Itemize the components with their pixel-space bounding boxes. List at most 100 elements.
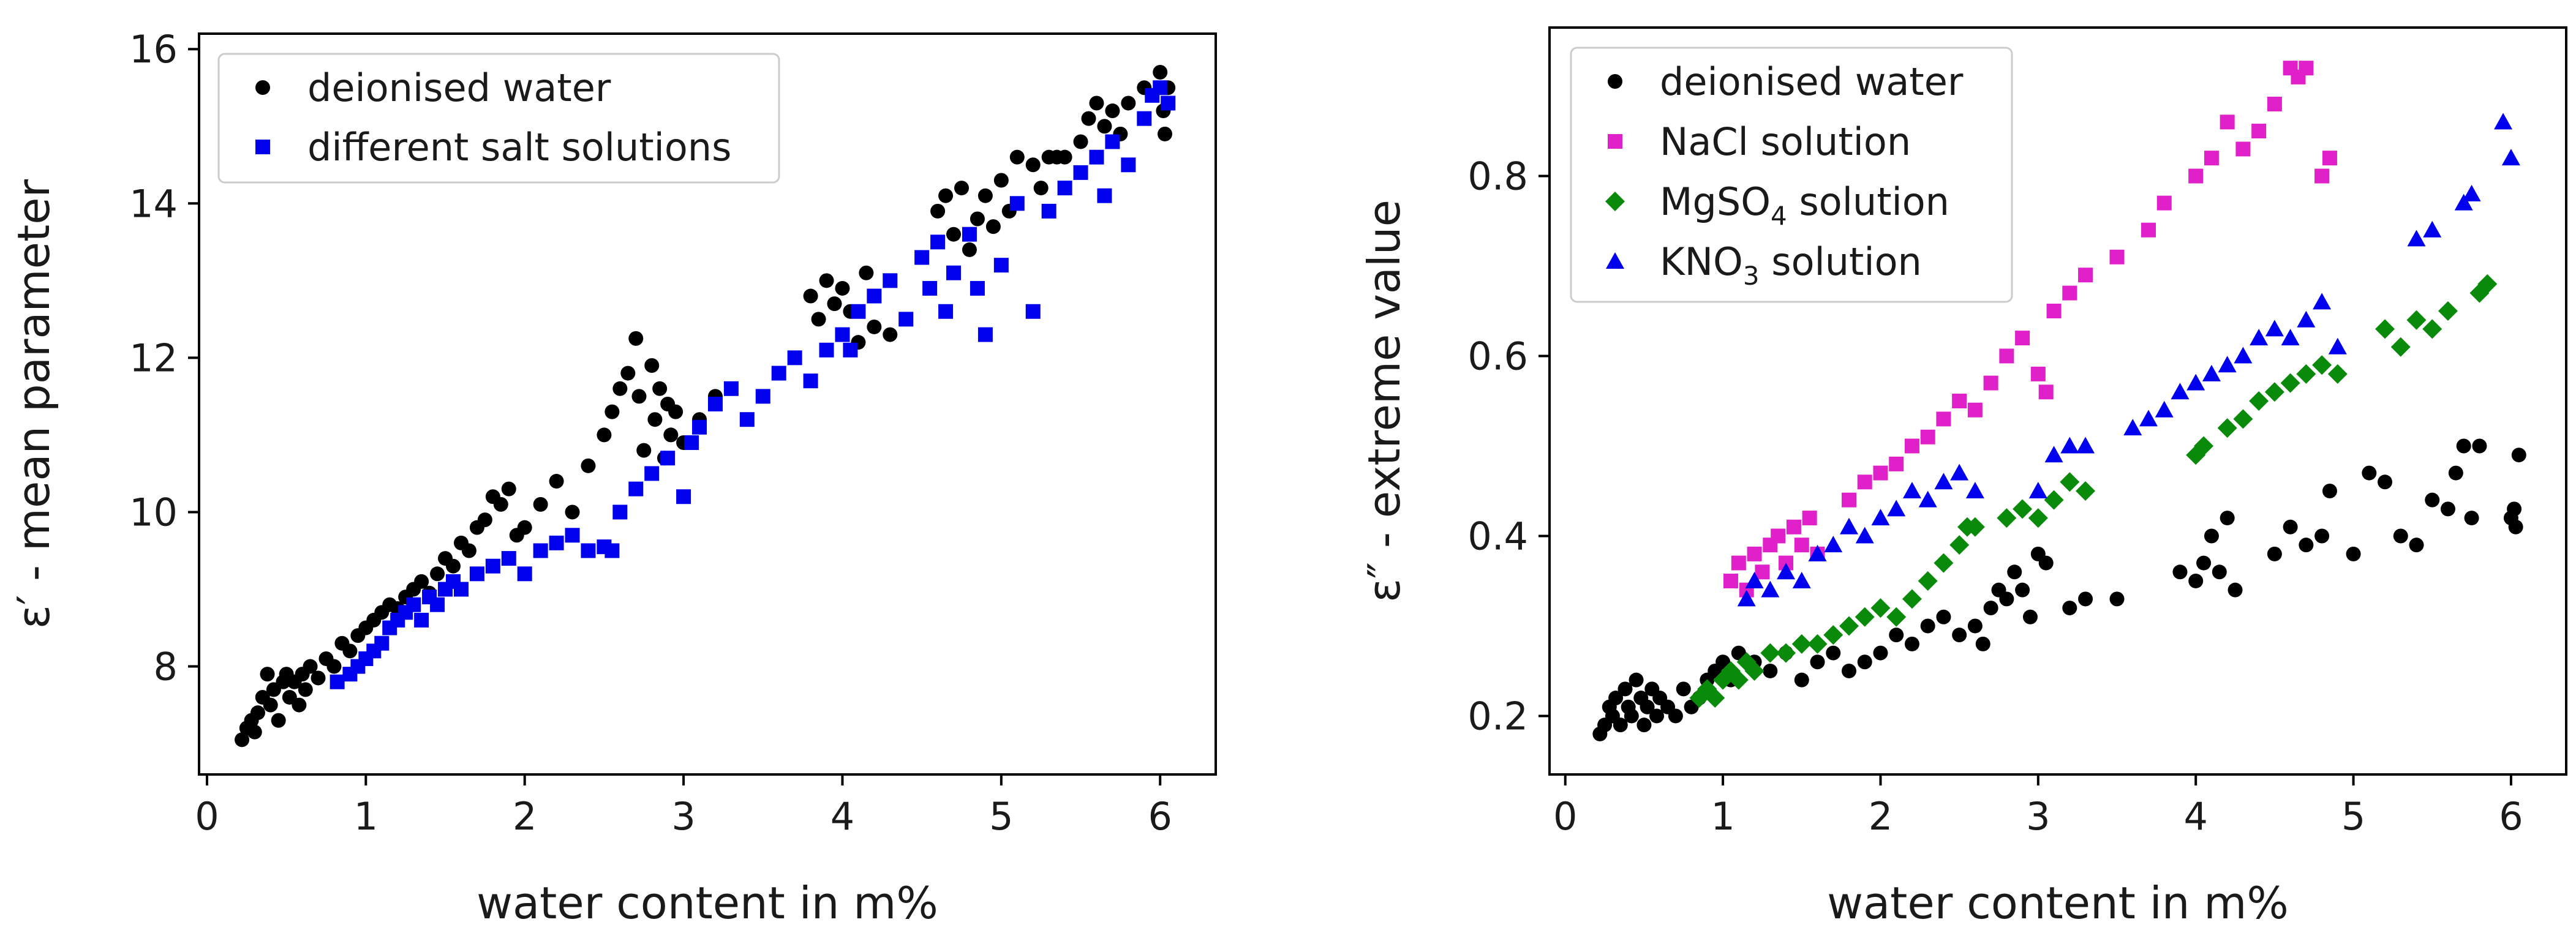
- data-point: [1161, 96, 1176, 111]
- legend-marker: [1606, 252, 1624, 269]
- data-point: [2407, 230, 2426, 247]
- data-point: [1057, 149, 1072, 165]
- data-point: [430, 566, 445, 582]
- data-point: [1747, 546, 1762, 561]
- legend-entry: KNO3 solution: [1660, 239, 1922, 291]
- x-tick-label: 2: [1869, 794, 1892, 839]
- data-point: [883, 327, 898, 342]
- data-point: [692, 419, 707, 435]
- data-point: [533, 543, 548, 558]
- x-tick-label: 3: [2026, 794, 2050, 839]
- data-point: [1918, 571, 1938, 591]
- data-point: [2030, 366, 2046, 381]
- data-point: [1745, 571, 1764, 588]
- data-point: [2220, 114, 2235, 130]
- data-point: [1802, 511, 1817, 526]
- data-point: [2494, 113, 2513, 130]
- data-point: [1997, 508, 2017, 528]
- data-point: [938, 188, 954, 203]
- data-point: [2015, 582, 2030, 598]
- data-point: [2346, 546, 2361, 561]
- data-point: [2362, 465, 2377, 481]
- x-tick-label: 0: [1553, 794, 1577, 839]
- data-point: [1950, 463, 1969, 481]
- data-point: [1763, 663, 1778, 678]
- data-point: [2378, 474, 2393, 490]
- data-point: [962, 242, 977, 257]
- data-point: [517, 566, 532, 582]
- data-point: [676, 489, 691, 504]
- data-point: [2456, 438, 2471, 454]
- data-point: [1121, 157, 1136, 173]
- series-3: [1737, 113, 2520, 607]
- data-point: [2076, 481, 2096, 501]
- data-point: [663, 427, 679, 443]
- data-point: [867, 319, 882, 334]
- data-point: [1640, 699, 1655, 714]
- data-point: [2454, 193, 2473, 211]
- data-point: [2235, 141, 2251, 157]
- data-point: [2508, 519, 2523, 534]
- data-point: [2299, 61, 2314, 76]
- data-point: [1965, 517, 1985, 537]
- data-point: [2015, 331, 2030, 346]
- data-point: [2060, 437, 2079, 454]
- data-point: [1668, 708, 1683, 724]
- data-point: [1904, 438, 1919, 454]
- data-point: [1887, 500, 1906, 517]
- data-point: [2172, 564, 2188, 580]
- data-point: [970, 280, 985, 296]
- data-point: [430, 597, 445, 612]
- data-point: [1792, 571, 1811, 588]
- data-point: [1033, 181, 1049, 196]
- legend-marker: [1608, 74, 1622, 89]
- data-point: [803, 288, 818, 304]
- data-point: [993, 173, 1009, 188]
- legend: deionised water NaCl solution MgSO4 soluti…: [1570, 47, 2013, 303]
- data-point: [1097, 119, 1112, 134]
- data-point: [1137, 111, 1152, 126]
- legend-marker: [255, 140, 270, 154]
- data-point: [898, 312, 914, 327]
- data-point: [565, 528, 580, 543]
- data-point: [1857, 474, 1872, 490]
- data-point: [2196, 555, 2212, 571]
- data-point: [485, 558, 500, 574]
- data-point: [1649, 708, 1665, 724]
- data-point: [2314, 168, 2330, 184]
- data-point: [2422, 319, 2442, 339]
- data-point: [1636, 718, 1652, 733]
- data-point: [2283, 519, 2298, 534]
- legend-entry: deionised water: [307, 66, 611, 110]
- data-point: [787, 350, 802, 365]
- data-point: [707, 397, 723, 411]
- y-tick-label: 12: [129, 335, 178, 380]
- data-point: [247, 724, 262, 740]
- data-point: [930, 234, 946, 250]
- data-point: [2078, 268, 2093, 283]
- data-point: [461, 543, 476, 558]
- data-point: [2328, 337, 2347, 354]
- data-point: [469, 566, 484, 582]
- data-point: [1807, 634, 1828, 654]
- data-point: [2264, 382, 2284, 402]
- data-point: [1902, 589, 1922, 609]
- data-point: [1952, 628, 1967, 643]
- data-point: [2472, 438, 2487, 454]
- data-point: [2013, 499, 2033, 519]
- data-point: [819, 342, 834, 358]
- data-point: [1771, 528, 1786, 544]
- data-point: [2448, 465, 2463, 481]
- data-point: [2186, 373, 2205, 391]
- data-point: [2171, 383, 2190, 400]
- data-point: [2464, 511, 2479, 526]
- data-point: [1983, 375, 1998, 391]
- legend-box: [1570, 47, 2013, 303]
- data-point: [2280, 373, 2300, 393]
- data-point: [330, 674, 345, 689]
- data-point: [1810, 654, 1825, 670]
- data-point: [1081, 111, 1096, 126]
- data-point: [1089, 96, 1104, 111]
- data-point: [1009, 196, 1025, 211]
